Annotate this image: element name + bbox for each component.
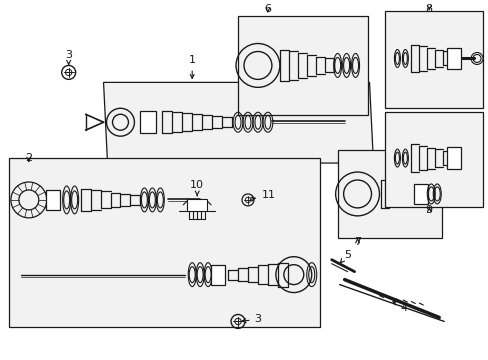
Text: 4: 4 [392,301,407,312]
Text: 6: 6 [264,4,271,14]
Bar [413,184,427,204]
Bar [337,150,441,238]
Text: 5: 5 [340,250,350,263]
Text: 1: 1 [188,55,195,78]
Text: 11: 11 [250,190,275,201]
Text: 10: 10 [190,180,204,195]
Bar [238,15,367,115]
Bar [385,112,482,207]
Text: 2: 2 [25,153,32,163]
Bar [211,265,224,285]
Bar [447,147,460,169]
Bar [140,111,156,133]
Text: 8: 8 [425,4,432,14]
Bar [187,199,207,211]
Polygon shape [103,82,373,163]
Bar [9,158,319,328]
Bar [46,190,60,210]
Text: 3: 3 [242,314,261,324]
Text: 3: 3 [65,50,72,64]
Bar [447,48,460,69]
Bar [385,11,482,108]
Text: 7: 7 [353,237,360,247]
Text: 9: 9 [425,205,432,215]
